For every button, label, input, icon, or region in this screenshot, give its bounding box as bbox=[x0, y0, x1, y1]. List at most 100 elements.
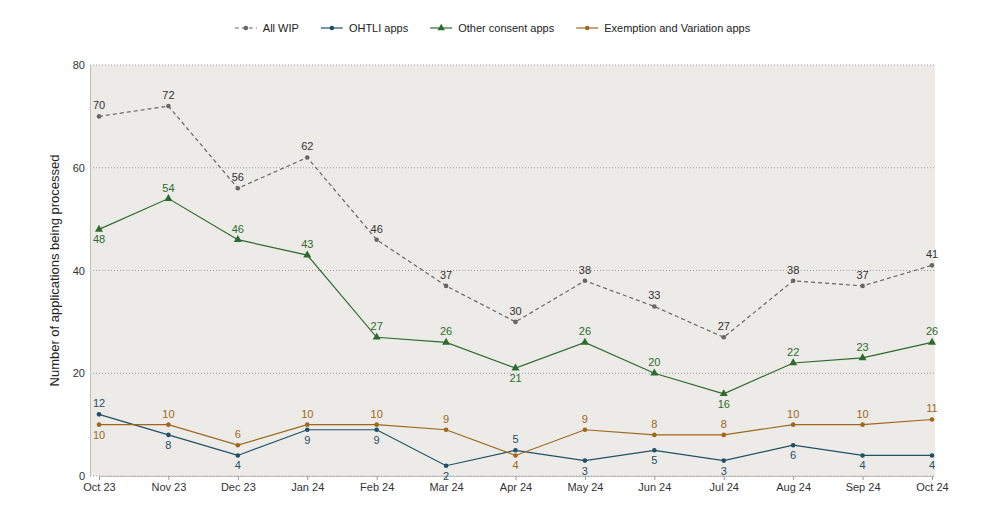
data-label: 70 bbox=[93, 99, 105, 111]
data-label: 8 bbox=[165, 439, 171, 451]
data-label: 6 bbox=[235, 428, 241, 440]
data-label: 4 bbox=[929, 459, 935, 471]
marker bbox=[583, 427, 588, 432]
data-label: 4 bbox=[512, 459, 518, 471]
x-axis: Oct 23Nov 23Dec 23Jan 24Feb 24Mar 24Apr … bbox=[83, 476, 948, 493]
data-label: 16 bbox=[718, 398, 730, 410]
marker bbox=[860, 453, 865, 458]
data-label: 33 bbox=[648, 289, 660, 301]
data-label: 56 bbox=[232, 171, 244, 183]
marker bbox=[930, 453, 935, 458]
data-label: 20 bbox=[648, 356, 660, 368]
data-label: 8 bbox=[651, 418, 657, 430]
data-label: 5 bbox=[512, 433, 518, 445]
y-tick-label: 60 bbox=[73, 162, 85, 174]
data-label: 62 bbox=[301, 140, 313, 152]
legend-item: Other consent apps bbox=[430, 22, 555, 34]
marker bbox=[583, 458, 588, 463]
x-tick: Nov 23 bbox=[151, 476, 186, 493]
data-label: 12 bbox=[93, 397, 105, 409]
marker bbox=[513, 448, 518, 453]
data-label: 8 bbox=[721, 418, 727, 430]
marker bbox=[374, 237, 379, 242]
x-tick-label: Feb 24 bbox=[360, 481, 394, 493]
x-tick-mark bbox=[932, 476, 933, 480]
marker bbox=[166, 104, 171, 109]
data-label: 4 bbox=[235, 459, 241, 471]
data-label: 6 bbox=[790, 449, 796, 461]
marker bbox=[236, 453, 241, 458]
x-tick-mark bbox=[585, 476, 586, 480]
grid bbox=[90, 65, 935, 476]
data-label: 10 bbox=[93, 429, 105, 441]
x-tick-label: Jul 24 bbox=[710, 481, 739, 493]
x-tick-mark bbox=[377, 476, 378, 480]
legend-label: Other consent apps bbox=[458, 22, 555, 34]
marker bbox=[581, 338, 589, 345]
data-label: 22 bbox=[787, 346, 799, 358]
y-tick-label: 80 bbox=[73, 59, 85, 71]
marker bbox=[97, 422, 102, 427]
legend-label: All WIP bbox=[263, 22, 299, 34]
data-label: 5 bbox=[651, 454, 657, 466]
data-label: 3 bbox=[582, 465, 588, 477]
marker bbox=[236, 443, 241, 448]
y-axis: 020406080 bbox=[73, 59, 91, 482]
x-tick: Apr 24 bbox=[500, 476, 532, 493]
marker bbox=[305, 155, 310, 160]
series-line bbox=[99, 199, 932, 394]
data-label: 11 bbox=[926, 402, 937, 414]
data-label: 9 bbox=[304, 434, 310, 446]
marker bbox=[97, 412, 102, 417]
marker bbox=[930, 263, 935, 268]
x-tick-label: Jun 24 bbox=[638, 481, 671, 493]
marker bbox=[860, 284, 865, 289]
data-label: 26 bbox=[440, 325, 452, 337]
series-line bbox=[99, 106, 932, 337]
legend-marker bbox=[437, 24, 444, 30]
data-label: 26 bbox=[926, 325, 938, 337]
marker bbox=[859, 353, 867, 360]
y-tick: 80 bbox=[73, 59, 90, 71]
data-label: 46 bbox=[371, 223, 383, 235]
data-label: 37 bbox=[440, 269, 452, 281]
data-label: 10 bbox=[371, 408, 383, 420]
marker bbox=[721, 458, 726, 463]
marker bbox=[373, 333, 381, 340]
legend-item: Exemption and Variation apps bbox=[576, 22, 750, 34]
x-axis-line bbox=[100, 477, 933, 481]
marker bbox=[305, 427, 310, 432]
x-tick-label: Oct 23 bbox=[83, 481, 115, 493]
marker bbox=[791, 443, 796, 448]
y-tick: 20 bbox=[73, 367, 90, 379]
marker bbox=[652, 433, 657, 438]
marker bbox=[652, 304, 657, 309]
marker bbox=[164, 194, 172, 201]
marker bbox=[513, 320, 518, 325]
data-label: 2 bbox=[443, 470, 449, 482]
marker bbox=[511, 363, 519, 370]
marker bbox=[303, 250, 311, 257]
x-tick-mark bbox=[793, 476, 794, 480]
legend-marker bbox=[244, 26, 249, 31]
data-label: 9 bbox=[443, 413, 449, 425]
legend-marker bbox=[585, 26, 590, 31]
data-label: 21 bbox=[509, 372, 521, 384]
marker bbox=[652, 448, 657, 453]
x-tick-label: Aug 24 bbox=[776, 481, 811, 493]
x-tick-mark bbox=[238, 476, 239, 480]
x-tick-mark bbox=[307, 476, 308, 480]
x-tick-mark bbox=[516, 476, 517, 480]
y-tick: 40 bbox=[73, 265, 90, 277]
marker bbox=[305, 422, 310, 427]
data-label: 10 bbox=[787, 408, 799, 420]
data-label: 30 bbox=[509, 305, 521, 317]
x-tick-label: Sep 24 bbox=[846, 481, 881, 493]
data-label: 43 bbox=[301, 238, 313, 250]
data-label: 10 bbox=[856, 408, 868, 420]
legend-label: Exemption and Variation apps bbox=[604, 22, 750, 34]
marker bbox=[583, 278, 588, 283]
x-tick-mark bbox=[654, 476, 655, 480]
marker bbox=[791, 278, 796, 283]
x-tick: May 24 bbox=[567, 476, 603, 493]
